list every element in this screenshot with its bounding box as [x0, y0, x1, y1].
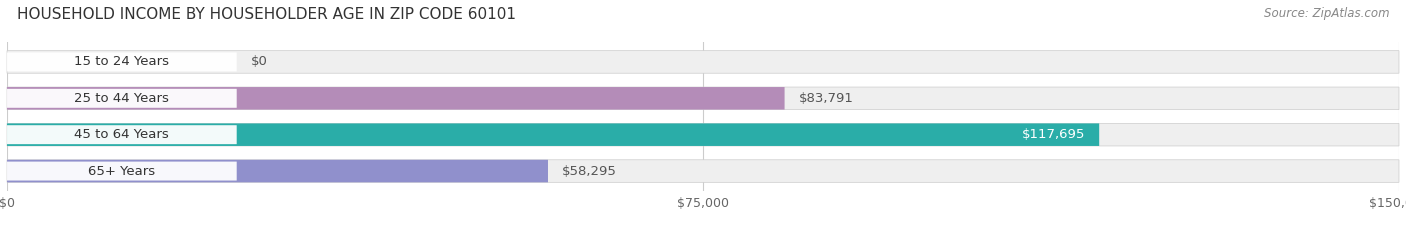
Text: $0: $0 — [250, 55, 267, 69]
Text: 25 to 44 Years: 25 to 44 Years — [75, 92, 169, 105]
FancyBboxPatch shape — [7, 161, 236, 181]
Text: $117,695: $117,695 — [1022, 128, 1085, 141]
FancyBboxPatch shape — [7, 89, 236, 108]
FancyBboxPatch shape — [7, 87, 1399, 110]
FancyBboxPatch shape — [7, 52, 236, 72]
Text: Source: ZipAtlas.com: Source: ZipAtlas.com — [1264, 7, 1389, 20]
Text: HOUSEHOLD INCOME BY HOUSEHOLDER AGE IN ZIP CODE 60101: HOUSEHOLD INCOME BY HOUSEHOLDER AGE IN Z… — [17, 7, 516, 22]
FancyBboxPatch shape — [7, 160, 548, 182]
Text: $58,295: $58,295 — [562, 164, 617, 178]
FancyBboxPatch shape — [7, 87, 785, 110]
FancyBboxPatch shape — [7, 51, 1399, 73]
FancyBboxPatch shape — [7, 123, 1099, 146]
FancyBboxPatch shape — [7, 125, 236, 144]
FancyBboxPatch shape — [7, 123, 1399, 146]
Text: 15 to 24 Years: 15 to 24 Years — [75, 55, 169, 69]
Text: $83,791: $83,791 — [799, 92, 853, 105]
Text: 65+ Years: 65+ Years — [89, 164, 156, 178]
Text: 45 to 64 Years: 45 to 64 Years — [75, 128, 169, 141]
FancyBboxPatch shape — [7, 160, 1399, 182]
